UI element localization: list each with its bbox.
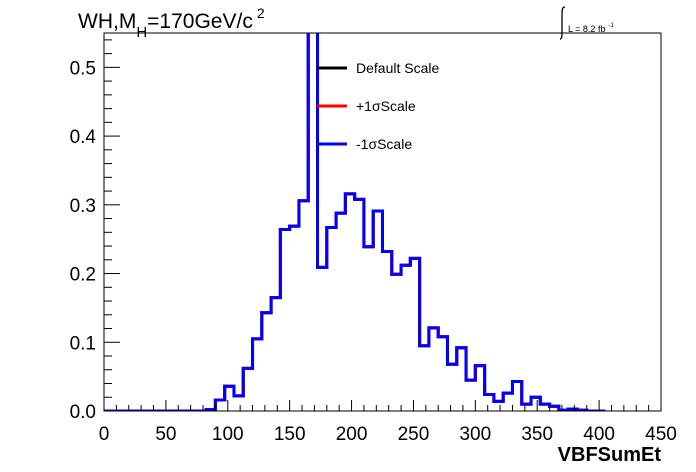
x-tick-label: 0: [99, 424, 110, 445]
plot-frame: [103, 32, 662, 412]
luminosity-superscript: -1: [608, 23, 614, 29]
series-layer: [104, 33, 606, 411]
y-tick-label: 0.4: [70, 127, 97, 148]
x-tick-label: 450: [645, 424, 677, 445]
y-tick-label: 0.1: [70, 333, 96, 354]
series-line-2: [104, 33, 606, 411]
x-tick-label: 200: [336, 424, 368, 445]
integral-sign-icon: [559, 6, 566, 40]
x-tick-label: 300: [459, 424, 491, 445]
x-tick-label: 150: [274, 424, 306, 445]
x-tick-label: 250: [398, 424, 430, 445]
legend-label-2: -1σScale: [356, 136, 412, 152]
y-tick-label: 0.0: [70, 402, 96, 423]
y-tick-label: 0.3: [70, 196, 96, 217]
x-tick-label: 350: [521, 424, 553, 445]
chart-title: WH,MH=170GeV/c 2: [78, 5, 265, 41]
legend-label-0: Default Scale: [356, 60, 439, 76]
x-tick-label: 50: [155, 424, 176, 445]
x-tick-label: 100: [212, 424, 244, 445]
luminosity-value: L = 8.2 fb: [568, 24, 605, 34]
y-tick-label: 0.5: [70, 58, 96, 79]
x-axis-label: VBFSumEt: [558, 444, 662, 466]
x-tick-label: 400: [583, 424, 615, 445]
legend-label-1: +1σScale: [356, 98, 416, 114]
y-tick-label: 0.2: [70, 265, 96, 286]
svg-text:L = 8.2 fb-1: L = 8.2 fb -1: [568, 23, 614, 34]
axis-layer: 0 50 100 150 200 250 300 350 400 450 0.0 0.1 0.2 0.3 0…: [70, 39, 677, 445]
legend: Default Scale +1σScale -1σScale: [317, 60, 439, 152]
luminosity-label: L = 8.2 fb -1: [559, 6, 614, 40]
